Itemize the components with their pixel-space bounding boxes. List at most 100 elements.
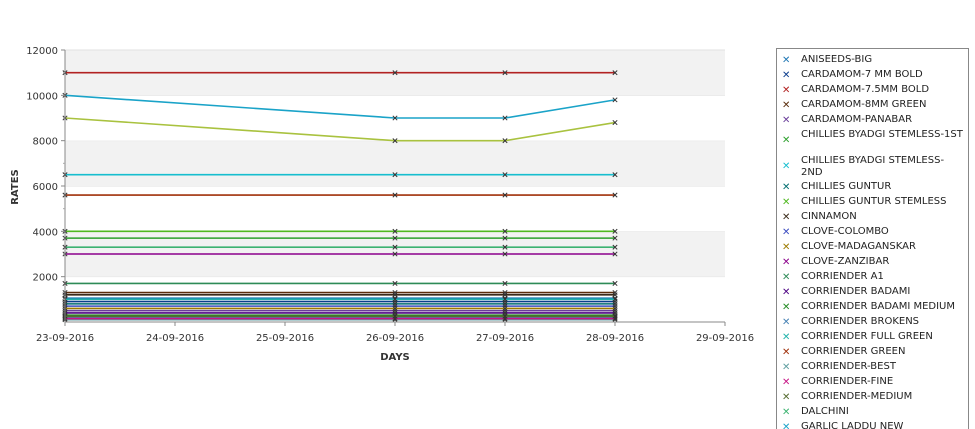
legend-marker-icon: ✕ — [782, 182, 791, 193]
y-tick-label: 6000 — [33, 182, 58, 193]
data-point-marker — [392, 235, 398, 241]
legend-label: CLOVE-COLOMBO — [801, 226, 889, 237]
x-tick-label: 27-09-2016 — [476, 333, 534, 344]
legend-marker-icon: ✕ — [782, 100, 791, 111]
legend-label: CORRIENDER GREEN — [801, 346, 906, 357]
legend-label: CHILLIES GUNTUR STEMLESS — [801, 196, 947, 207]
legend-label: CINNAMON — [801, 211, 857, 222]
data-point-marker — [502, 244, 508, 250]
legend-marker-icon: ✕ — [782, 212, 791, 223]
data-point-marker — [612, 280, 618, 287]
y-tick-label: 2000 — [33, 273, 58, 284]
data-point-marker — [612, 235, 618, 241]
data-point-marker — [502, 172, 508, 178]
legend-marker-icon: ✕ — [782, 407, 791, 418]
data-point-marker — [612, 97, 618, 103]
legend-label: CLOVE-MADAGANSKAR — [801, 241, 916, 252]
data-point-marker — [392, 296, 398, 302]
data-point-marker — [612, 313, 618, 319]
data-point-marker — [612, 292, 618, 298]
legend-label: CARDAMOM-8MM GREEN — [801, 99, 927, 110]
legend-marker-icon: ✕ — [782, 392, 791, 403]
legend-label: CORRIENDER FULL GREEN — [801, 331, 933, 342]
legend-label: CORRIENDER A1 — [801, 271, 884, 282]
data-point-marker — [502, 305, 508, 311]
data-point-marker — [502, 228, 508, 234]
legend-label: CORRIENDER BROKENS — [801, 316, 920, 327]
y-tick-label: 10000 — [26, 91, 58, 102]
data-point-marker — [392, 172, 398, 178]
legend-marker-icon: ✕ — [782, 287, 791, 298]
y-tick-label: 12000 — [26, 46, 58, 57]
legend-label: CORRIENDER BADAMI MEDIUM — [801, 301, 956, 312]
legend-label: CLOVE-ZANZIBAR — [801, 256, 890, 267]
x-tick-label: 26-09-2016 — [366, 333, 424, 344]
data-point-marker — [502, 115, 508, 121]
data-point-marker — [392, 138, 398, 144]
legend-label: CORRIENDER-MEDIUM — [801, 391, 913, 402]
data-point-marker — [612, 70, 618, 76]
data-point-marker — [502, 313, 508, 319]
legend-marker-icon: ✕ — [782, 377, 791, 388]
data-point-marker — [612, 296, 618, 302]
legend-label: ANISEEDS-BIG — [801, 54, 873, 65]
data-point-marker — [612, 251, 618, 257]
legend-label: CHILLIES BYADGI STEMLESS-2ND — [801, 155, 945, 178]
legend-marker-icon: ✕ — [782, 55, 791, 66]
data-point-marker — [612, 244, 618, 250]
legend-marker-icon: ✕ — [782, 302, 791, 313]
legend-label: CORRIENDER BADAMI — [801, 286, 911, 297]
x-tick-label: 29-09-2016 — [696, 333, 754, 344]
grid-band — [65, 140, 725, 186]
y-tick-label: 4000 — [33, 227, 58, 238]
legend-marker-icon: ✕ — [782, 272, 791, 283]
data-point-marker — [392, 244, 398, 250]
data-point-marker — [392, 292, 398, 298]
legend-label: CORRIENDER-BEST — [801, 361, 896, 372]
x-tick-label: 25-09-2016 — [256, 333, 314, 344]
data-point-marker — [502, 138, 508, 144]
data-point-marker — [502, 192, 508, 198]
y-tick-label: 8000 — [33, 137, 58, 148]
data-point-marker — [502, 235, 508, 241]
legend: ✕ ANISEEDS-BIG ✕ CARDAMOM-7 MM BOLD ✕ CARDAMO… — [776, 48, 969, 429]
legend-label: CHILLIES BYADGI STEMLESS-1ST — [801, 129, 963, 140]
legend-marker-icon: ✕ — [782, 317, 791, 328]
legend-marker-icon: ✕ — [782, 135, 791, 146]
data-point-marker — [502, 296, 508, 302]
legend-marker-icon: ✕ — [782, 115, 791, 126]
legend-label: CORRIENDER-FINE — [801, 376, 894, 387]
legend-label: CHILLIES GUNTUR — [801, 181, 892, 192]
data-point-marker — [392, 192, 398, 198]
legend-marker-icon: ✕ — [782, 197, 791, 208]
data-point-marker — [612, 172, 618, 178]
legend-marker-icon: ✕ — [782, 257, 791, 268]
series-line — [64, 117, 616, 142]
data-point-marker — [612, 192, 618, 198]
x-tick-label: 23-09-2016 — [36, 333, 94, 344]
legend-label: DALCHINI — [801, 406, 849, 417]
axes: 2000 4000 6000 8000 10000 12000 23-09-2016 24-0… — [26, 46, 754, 344]
data-point-marker — [502, 251, 508, 257]
series-line — [64, 94, 616, 119]
data-point-marker — [612, 228, 618, 234]
x-tick-label: 24-09-2016 — [146, 333, 204, 344]
series-group — [62, 70, 618, 323]
legend-marker-icon: ✕ — [782, 362, 791, 373]
chart-area: 2000 4000 6000 8000 10000 12000 23-09-2016 24-0… — [10, 46, 754, 363]
data-point-marker — [392, 70, 398, 76]
data-point-marker — [392, 313, 398, 319]
legend-marker-icon: ✕ — [782, 422, 791, 429]
data-point-marker — [392, 115, 398, 121]
x-axis-title: DAYS — [380, 352, 410, 363]
legend-label: GARLIC LADDU NEW — [801, 421, 904, 429]
data-point-marker — [612, 119, 618, 126]
legend-marker-icon: ✕ — [782, 85, 791, 96]
y-axis-title: RATES — [10, 169, 21, 205]
grid-band — [65, 186, 725, 232]
legend-marker-icon: ✕ — [782, 161, 791, 172]
data-point-marker — [392, 228, 398, 234]
data-point-marker — [502, 292, 508, 298]
x-tick-label: 28-09-2016 — [586, 333, 644, 344]
legend-marker-icon: ✕ — [782, 332, 791, 343]
